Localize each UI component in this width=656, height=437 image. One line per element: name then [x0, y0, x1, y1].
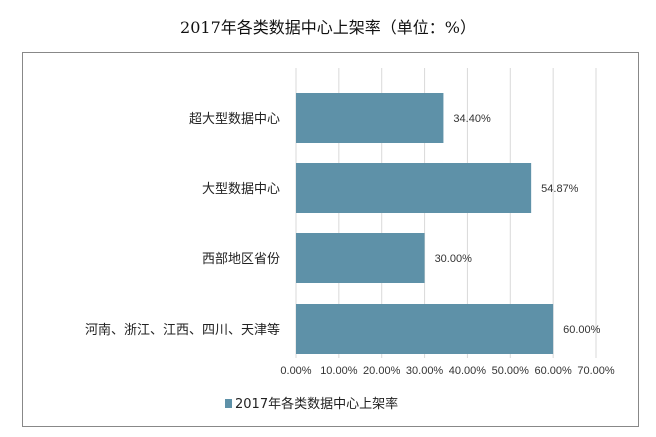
bar	[296, 304, 554, 354]
x-tick-label: 10.00%	[320, 365, 358, 377]
legend-swatch	[225, 399, 232, 408]
bar	[296, 93, 444, 143]
x-tick-label: 60.00%	[534, 365, 572, 377]
x-tick-label: 20.00%	[363, 365, 401, 377]
x-tick-label: 40.00%	[449, 365, 487, 377]
x-tick-label: 0.00%	[280, 365, 311, 377]
legend-label: 2017年各类数据中心上架率	[235, 396, 398, 412]
category-label: 西部地区省份	[202, 252, 280, 267]
category-label: 大型数据中心	[202, 182, 280, 197]
chart-frame	[22, 52, 639, 427]
data-label: 54.87%	[541, 183, 579, 195]
data-label: 30.00%	[435, 253, 473, 265]
data-label: 34.40%	[453, 113, 491, 125]
category-label: 超大型数据中心	[189, 112, 280, 127]
category-label: 河南、浙江、江西、四川、天津等	[85, 322, 280, 338]
x-tick-label: 30.00%	[406, 365, 444, 377]
chart-title: 2017年各类数据中心上架率（单位：%）	[180, 18, 476, 37]
bar	[296, 163, 532, 213]
data-label: 60.00%	[563, 324, 601, 336]
bar	[296, 233, 425, 283]
x-tick-label: 50.00%	[492, 365, 530, 377]
x-tick-label: 70.00%	[577, 365, 615, 377]
